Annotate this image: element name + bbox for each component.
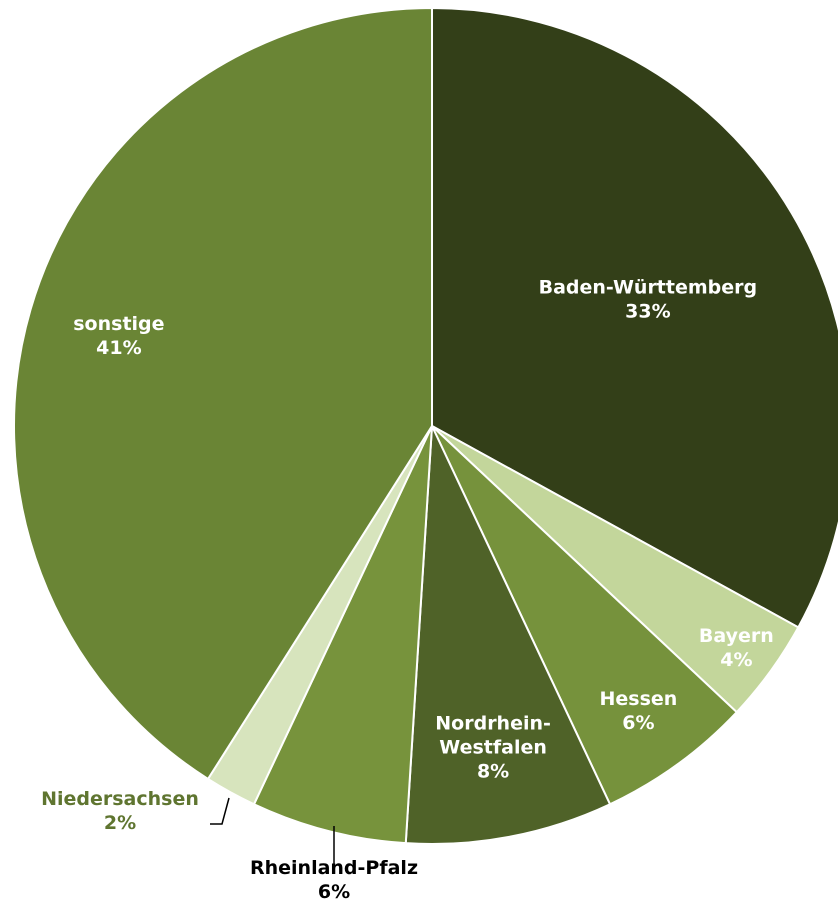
slice-percent-label: 33% [625, 300, 670, 322]
slice-name-label: Baden-Württemberg [539, 276, 758, 298]
slice-label: Hessen 6% [599, 688, 677, 734]
slice-name-label: Bayern [699, 625, 774, 647]
slice-name-label: Westfalen [439, 736, 547, 758]
slice-label: Bayern 4% [699, 625, 774, 671]
slice-name-label: sonstige [73, 313, 164, 335]
slice-label: Nordrhein-Westfalen 8% [435, 712, 551, 782]
slice-name-label: Rheinland-Pfalz [250, 857, 418, 879]
pie-slice-baden-w-rttemberg [431, 6, 838, 629]
pie-slice-hessen [431, 425, 739, 806]
slice-label: sonstige 41% [73, 313, 164, 359]
slice-labels: Baden-Württemberg 33%Bayern 4%Hessen 6%Nord… [41, 276, 774, 903]
pie-slice-rheinland-pfalz [252, 425, 433, 845]
slice-label: Rheinland-Pfalz 6% [250, 857, 418, 903]
leader-line [210, 797, 230, 825]
slice-percent-label: 41% [96, 337, 141, 359]
slice-percent-label: 2% [104, 812, 136, 834]
slice-percent-label: 4% [720, 649, 752, 671]
pie-slice-nordrhein-westfalen [404, 425, 612, 845]
slice-label: Baden-Württemberg 33% [539, 276, 758, 322]
slice-name-label: Hessen [599, 688, 677, 710]
slice-percent-label: 6% [622, 712, 654, 734]
slice-name-label: Nordrhein- [435, 712, 551, 734]
slice-name-label: Niedersachsen [41, 788, 199, 810]
slice-percent-label: 6% [318, 881, 350, 903]
slice-label: Niedersachsen 2% [41, 788, 199, 834]
slice-percent-label: 8% [477, 760, 509, 782]
pie-slice-sonstige [13, 6, 433, 781]
leader-lines [210, 797, 335, 868]
pie-slices [13, 6, 838, 845]
